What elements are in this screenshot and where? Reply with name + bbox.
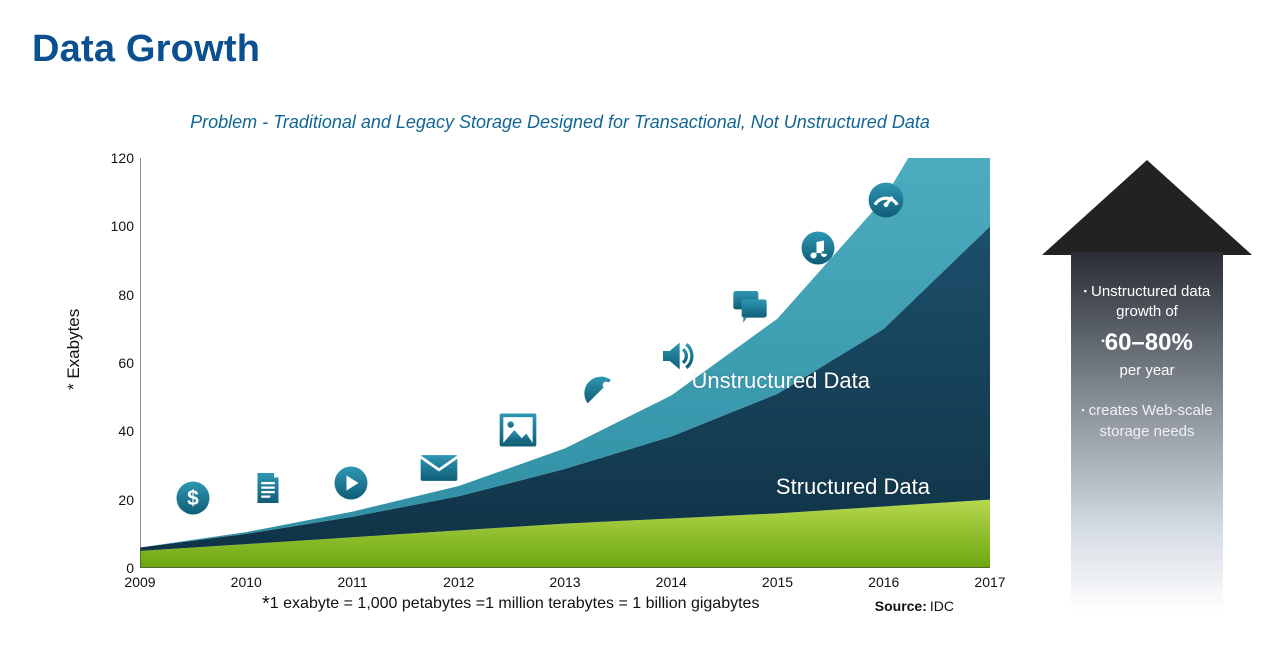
xtick-2011: 2011 [323, 574, 383, 590]
play-icon [333, 465, 369, 501]
slide: Data Growth Problem - Traditional and Le… [0, 0, 1280, 670]
callout-arrow: Unstructured data growth of ▪60–80% per … [1042, 160, 1252, 630]
ytick-20: 20 [106, 492, 134, 508]
arrow-line2: per year [1119, 362, 1174, 379]
ytick-100: 100 [106, 218, 134, 234]
xtick-2017: 2017 [960, 574, 1020, 590]
dollar-icon: $ [175, 480, 211, 516]
structured-label: Structured Data [776, 474, 930, 500]
footnote-text: 1 exabyte = 1,000 petabytes =1 million t… [270, 595, 760, 612]
page-title: Data Growth [32, 28, 260, 71]
xtick-2015: 2015 [748, 574, 808, 590]
dish-icon [581, 370, 621, 410]
source-value: IDC [930, 598, 954, 614]
footnote: *1 exabyte = 1,000 petabytes =1 million … [262, 593, 759, 616]
svg-text:$: $ [187, 487, 199, 510]
speaker-icon [658, 336, 698, 376]
image-icon [496, 408, 540, 452]
xtick-2014: 2014 [641, 574, 701, 590]
ytick-80: 80 [106, 287, 134, 303]
arrow-text: Unstructured data growth of ▪60–80% per … [1072, 282, 1222, 442]
subtitle: Problem - Traditional and Legacy Storage… [150, 112, 970, 133]
xtick-2013: 2013 [535, 574, 595, 590]
source-label: Source: [875, 598, 927, 614]
ytick-40: 40 [106, 423, 134, 439]
ytick-120: 120 [106, 150, 134, 166]
source-attribution: Source:IDC [875, 598, 954, 614]
gauge-icon [867, 181, 905, 219]
chart-plot-area [140, 158, 990, 568]
arrow-line1: Unstructured data growth of [1084, 283, 1210, 320]
y-axis-label: * Exabytes [64, 309, 84, 390]
xtick-2010: 2010 [216, 574, 276, 590]
xtick-2009: 2009 [110, 574, 170, 590]
unstructured-label: Unstructured Data [691, 368, 870, 394]
ytick-60: 60 [106, 355, 134, 371]
chat-icon [730, 286, 770, 326]
doc-icon [250, 470, 286, 506]
arrow-stat: ▪60–80% [1072, 327, 1222, 359]
music-icon [800, 230, 836, 266]
arrow-head [1042, 160, 1252, 255]
data-growth-chart: * Exabytes *1 exabyte = 1,000 petabytes … [70, 150, 1000, 620]
mail-icon [417, 446, 461, 490]
arrow-line3: creates Web-scale storage needs [1081, 402, 1212, 439]
xtick-2016: 2016 [854, 574, 914, 590]
xtick-2012: 2012 [429, 574, 489, 590]
